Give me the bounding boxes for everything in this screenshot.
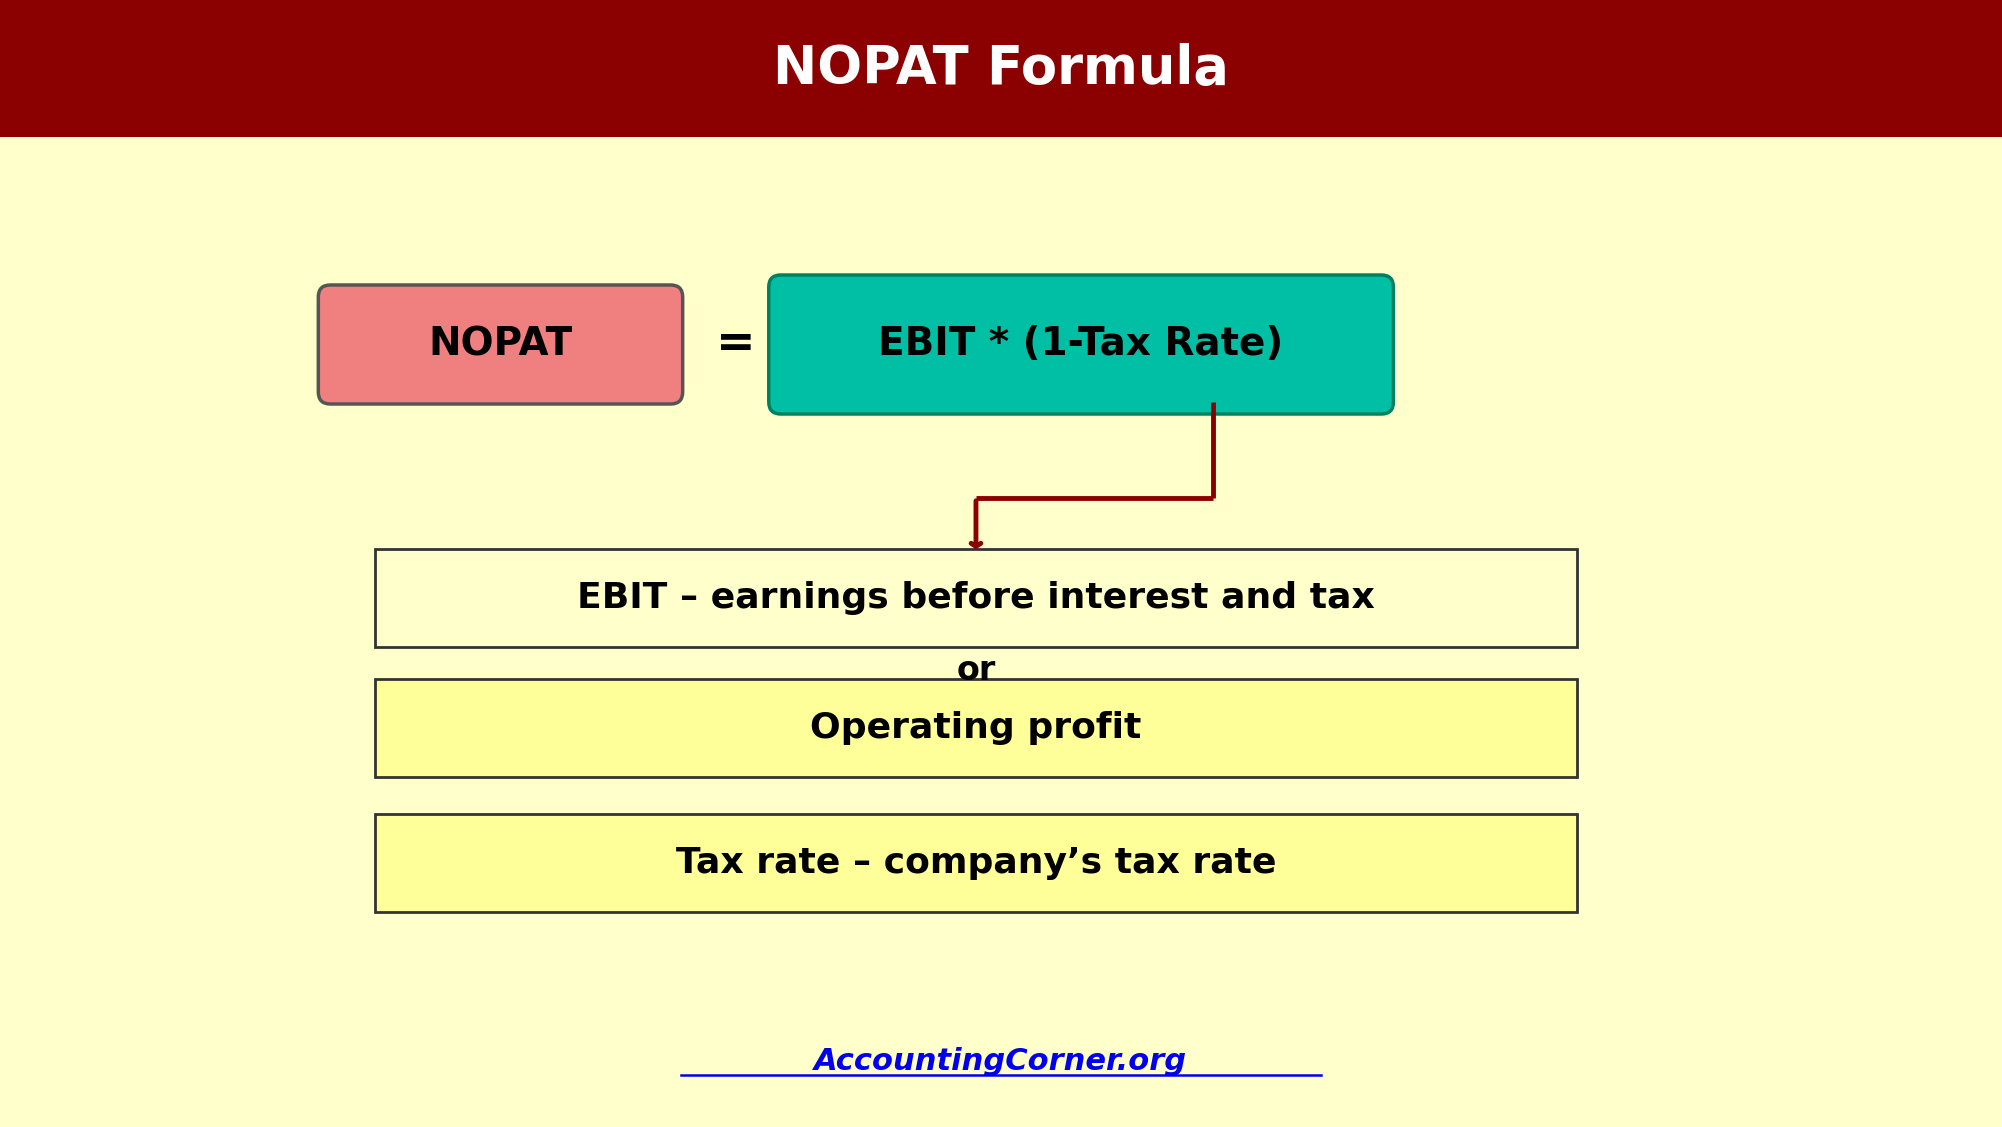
Text: =: = [717,322,755,367]
Text: Operating profit: Operating profit [811,711,1141,745]
Text: or: or [957,654,995,686]
Text: NOPAT: NOPAT [428,326,573,364]
FancyBboxPatch shape [769,275,1393,414]
FancyBboxPatch shape [376,549,1578,647]
FancyBboxPatch shape [318,285,683,403]
Text: NOPAT Formula: NOPAT Formula [773,43,1229,95]
Text: Tax rate – company’s tax rate: Tax rate – company’s tax rate [677,846,1275,880]
FancyBboxPatch shape [376,814,1578,912]
FancyBboxPatch shape [376,678,1578,777]
Text: EBIT * (1-Tax Rate): EBIT * (1-Tax Rate) [879,326,1283,364]
Text: EBIT – earnings before interest and tax: EBIT – earnings before interest and tax [577,582,1375,615]
FancyBboxPatch shape [0,0,2002,137]
Text: AccountingCorner.org: AccountingCorner.org [815,1047,1187,1076]
